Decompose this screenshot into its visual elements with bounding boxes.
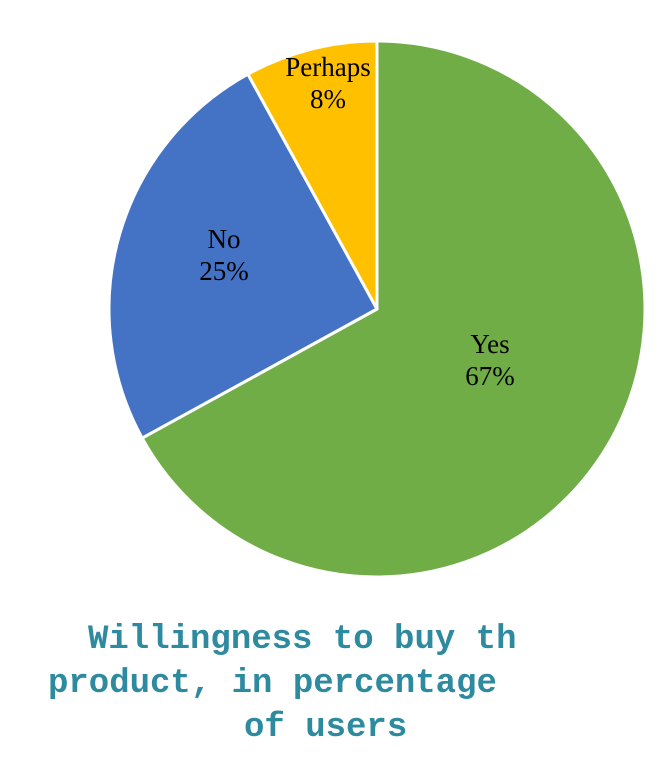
caption-line-1: Willingness to buy th [88, 621, 517, 659]
slice-value-label-no: 25% [199, 256, 249, 286]
slice-category-label-no: No [208, 224, 241, 254]
pie-slice-perhaps [246, 39, 379, 311]
pie-slice-no [107, 72, 379, 440]
chart-caption: Willingness to buy th product, in percen… [0, 616, 664, 770]
caption-line-3: of users [244, 709, 408, 747]
slice-category-label-yes: Yes [470, 329, 509, 359]
slice-value-label-yes: 67% [465, 361, 515, 391]
slice-value-label-perhaps: 8% [310, 84, 346, 114]
pie-slice-yes [140, 39, 647, 579]
caption-line-2: product, in percentage [48, 665, 497, 703]
slice-category-label-perhaps: Perhaps [285, 52, 370, 82]
